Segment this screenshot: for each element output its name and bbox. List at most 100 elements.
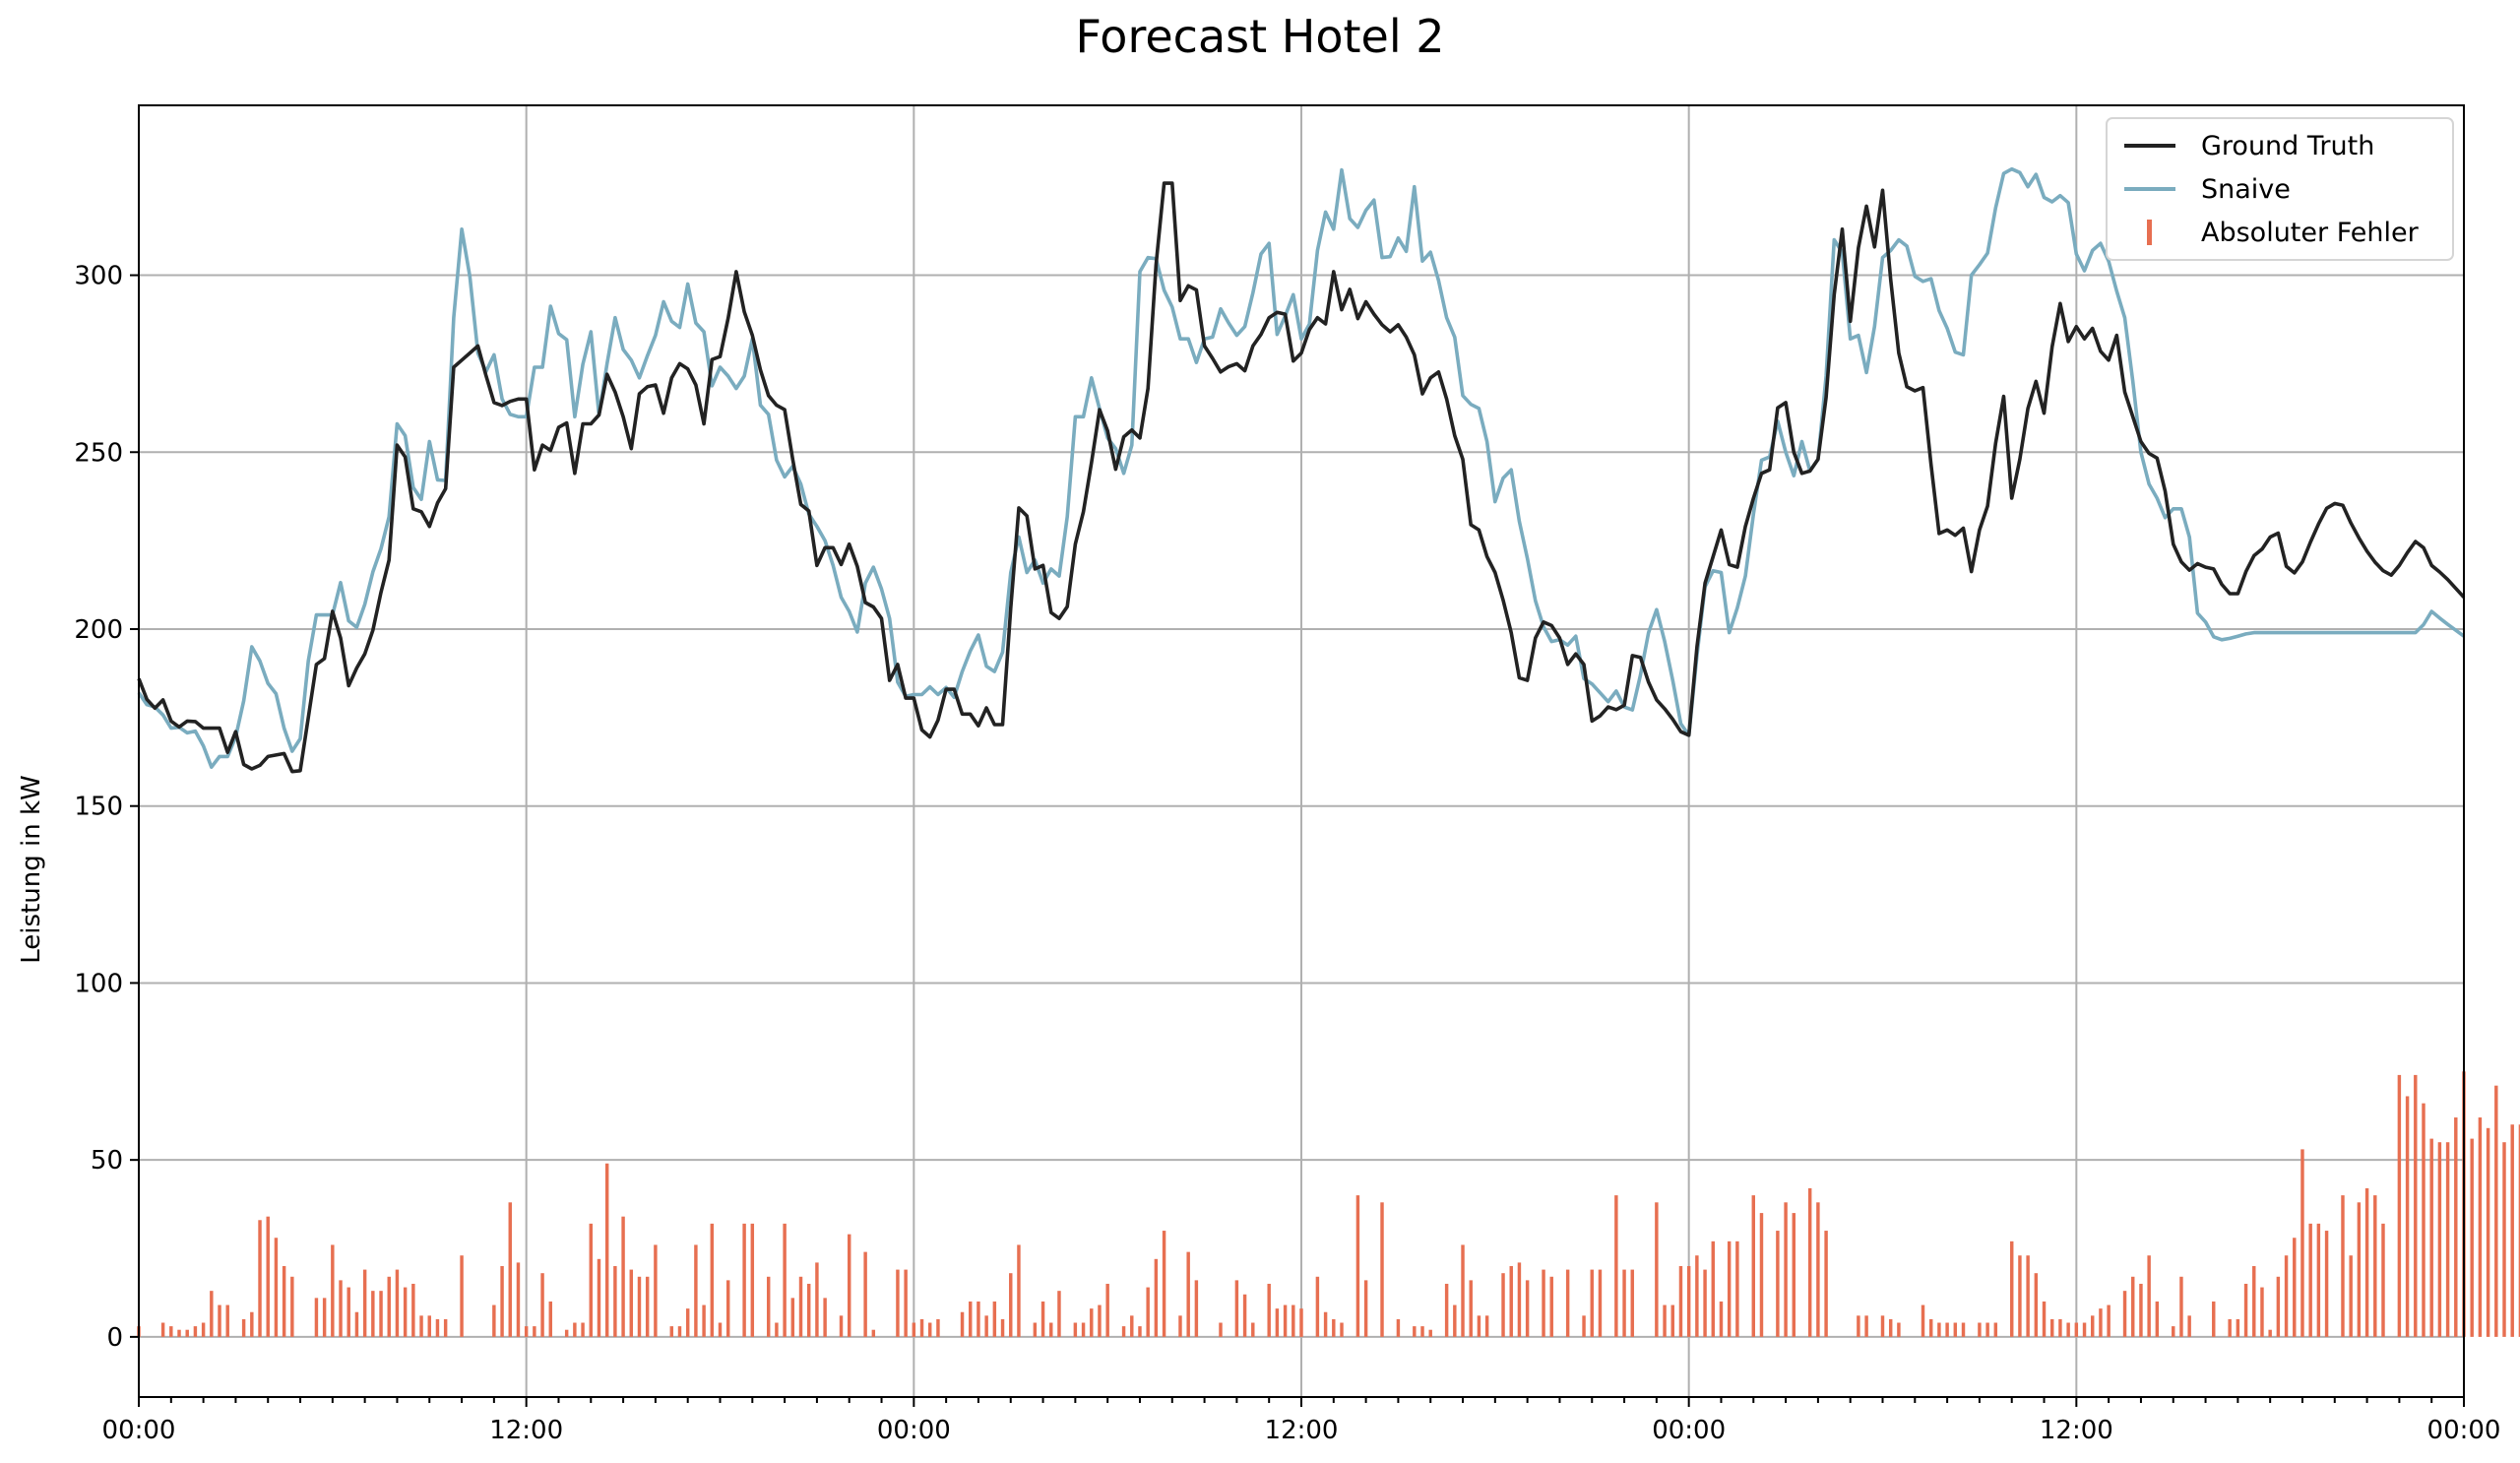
error-bar [1363, 1280, 1368, 1337]
error-bar [322, 1298, 327, 1337]
error-bar [2091, 1315, 2095, 1337]
error-bar [266, 1216, 270, 1337]
error-bar [492, 1304, 496, 1337]
error-bar [1162, 1231, 1166, 1337]
error-bar [1428, 1329, 1432, 1337]
error-bar [379, 1291, 383, 1337]
error-bar [1598, 1269, 1603, 1337]
error-bar [589, 1223, 594, 1337]
error-bar [1380, 1202, 1384, 1337]
error-bar [928, 1322, 932, 1337]
error-bar [1396, 1318, 1401, 1337]
x-tick-label: 00:00 [1652, 1416, 1726, 1445]
error-bar [783, 1223, 787, 1337]
error-bar [725, 1280, 730, 1337]
error-bar [1049, 1322, 1053, 1337]
legend-box [2106, 117, 2454, 261]
error-bar [2066, 1322, 2070, 1337]
error-bar [645, 1276, 650, 1337]
error-bar [2373, 1195, 2377, 1337]
error-bar [1582, 1315, 1586, 1337]
error-bar [1292, 1304, 1295, 1337]
error-bar [274, 1238, 279, 1337]
error-bar [160, 1322, 165, 1337]
error-bar [2082, 1322, 2087, 1337]
error-bar [1073, 1322, 1078, 1337]
error-bar [685, 1308, 690, 1337]
error-bar [2341, 1195, 2345, 1337]
error-bar [2324, 1231, 2329, 1337]
error-bar [1355, 1195, 1360, 1337]
error-bar [669, 1326, 674, 1337]
error-bar [912, 1322, 916, 1337]
error-bar [637, 1276, 642, 1337]
error-bar [460, 1255, 464, 1337]
error-bar [1759, 1213, 1764, 1337]
error-bar [613, 1266, 617, 1337]
error-bar [1033, 1322, 1038, 1337]
error-bar [790, 1298, 795, 1337]
error-bar [362, 1269, 367, 1337]
error-bar [2252, 1266, 2256, 1337]
error-bar [1453, 1304, 1457, 1337]
error-bar [1501, 1273, 1505, 1337]
error-bar [2478, 1117, 2483, 1337]
error-bar [750, 1223, 755, 1337]
error-bar [1525, 1280, 1530, 1337]
error-bar [427, 1315, 431, 1337]
error-bar [443, 1318, 448, 1337]
error-bar [1251, 1322, 1255, 1337]
error-bar [2397, 1074, 2402, 1337]
error-bar [1299, 1308, 1303, 1337]
error-bar [1517, 1262, 1522, 1337]
error-bar [1154, 1258, 1159, 1337]
error-bar [1081, 1322, 1086, 1337]
error-bar [169, 1326, 173, 1337]
error-bar [581, 1322, 585, 1337]
error-bar [1194, 1280, 1199, 1337]
error-bar [1622, 1269, 1626, 1337]
error-bar [742, 1223, 746, 1337]
error-bar [621, 1216, 625, 1337]
y-tick-label: 50 [91, 1146, 123, 1176]
error-bar [984, 1315, 988, 1337]
error-bar [1807, 1187, 1812, 1337]
error-bar [1928, 1318, 1933, 1337]
error-bar [2139, 1283, 2143, 1337]
error-bar [411, 1283, 415, 1337]
error-bar [210, 1291, 214, 1337]
error-bar [806, 1283, 811, 1337]
error-bar [2454, 1117, 2458, 1337]
error-bar [508, 1202, 512, 1337]
error-bar [798, 1276, 803, 1337]
error-bar [524, 1326, 529, 1337]
error-bar [1186, 1251, 1190, 1337]
error-bar [1275, 1308, 1280, 1337]
error-bar [1937, 1322, 1941, 1337]
error-bar [1888, 1318, 1893, 1337]
error-bar [2034, 1273, 2039, 1337]
error-bar [185, 1329, 189, 1337]
error-bar [1921, 1304, 1925, 1337]
error-bar [1484, 1315, 1489, 1337]
error-bar [1469, 1280, 1473, 1337]
error-bar [1040, 1301, 1045, 1337]
error-bar [1630, 1269, 1634, 1337]
error-bar [1413, 1326, 1417, 1337]
error-bar [1945, 1322, 1949, 1337]
error-bar [290, 1276, 294, 1337]
error-bar [1565, 1269, 1570, 1337]
error-bar [354, 1311, 359, 1337]
error-bar [1776, 1231, 1780, 1337]
error-bar [1017, 1244, 1021, 1337]
error-bar [1267, 1283, 1271, 1337]
error-bar [871, 1329, 876, 1337]
error-bar [2243, 1283, 2248, 1337]
error-bar [2276, 1276, 2281, 1337]
error-bar [177, 1329, 181, 1337]
error-bar [2236, 1318, 2240, 1337]
error-bar [331, 1244, 335, 1337]
error-bar [629, 1269, 634, 1337]
x-tick-label: 00:00 [2427, 1416, 2501, 1445]
